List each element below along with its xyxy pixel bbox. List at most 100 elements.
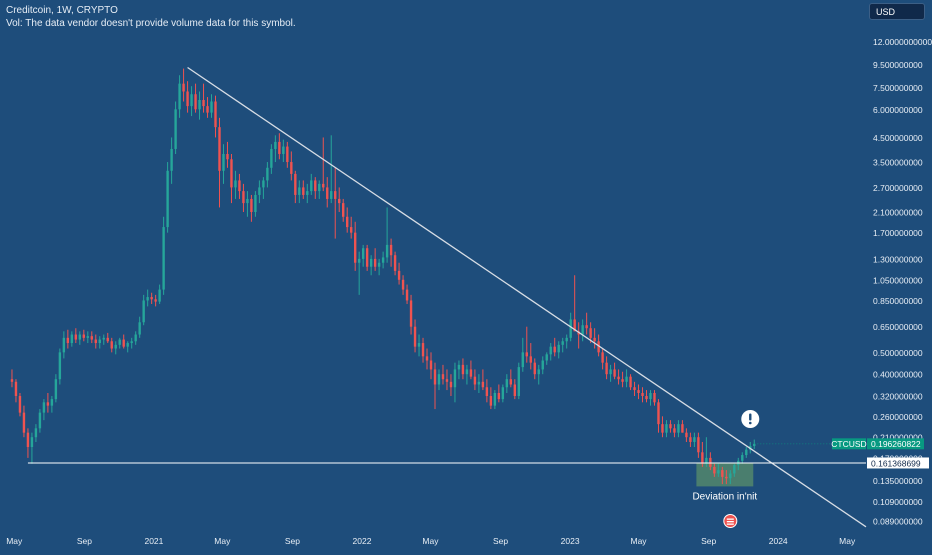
candle-body [709, 457, 712, 467]
candle-body [713, 466, 716, 474]
candle-body [493, 393, 497, 406]
candle-body [697, 437, 700, 453]
price-tick-label: 3.500000000 [873, 158, 923, 168]
drawing-lines-layer[interactable] [27, 66, 867, 528]
candle-body [533, 362, 536, 375]
candle-body [445, 379, 449, 382]
event-flag-stripe [726, 521, 734, 523]
time-tick-label: Sep [285, 536, 300, 546]
candle-body [537, 369, 540, 375]
candle-body [509, 379, 513, 385]
time-tick-label: May [630, 536, 647, 546]
candle-body [453, 369, 457, 388]
candle-body [753, 443, 756, 446]
time-tick-label: May [214, 536, 231, 546]
candle-body [106, 337, 109, 342]
candle-body [521, 352, 524, 368]
last-price-badge [867, 438, 924, 450]
candle-body [649, 393, 652, 400]
price-tick-label: 0.500000000 [873, 348, 923, 358]
candle-body [689, 437, 692, 442]
candle-body [641, 393, 644, 397]
price-tick-label: 0.109000000 [873, 497, 923, 507]
markers-layer[interactable] [723, 410, 760, 528]
candle-body [489, 396, 493, 406]
candle-body [569, 319, 572, 338]
price-tick-label: 9.500000000 [873, 60, 923, 70]
candle-body [369, 258, 373, 267]
candle-body [126, 343, 129, 347]
candle-body [605, 362, 608, 375]
price-tick-label: 0.210000000 [873, 433, 923, 443]
candle-body [673, 428, 676, 433]
candle-body [573, 319, 576, 332]
candle-body [258, 187, 261, 195]
candle-body [194, 94, 197, 110]
time-axis[interactable]: May Sep 2021 May Sep 2022 May Sep 2023 May Sep 2024… [6, 536, 856, 546]
currency-button[interactable]: USD [869, 3, 925, 20]
time-tick-label: 2021 [144, 536, 163, 546]
candle-body [174, 109, 177, 149]
candle-body [138, 322, 141, 335]
candle-body [186, 91, 189, 107]
candle-body [497, 393, 501, 400]
candle-body [114, 344, 117, 349]
candle-body [441, 374, 445, 380]
candle-body [102, 337, 105, 340]
candle-body [725, 476, 728, 479]
candle-body [529, 356, 532, 363]
candle-body [345, 216, 349, 228]
candle-body [158, 289, 161, 302]
price-tick-label: 1.300000000 [873, 254, 923, 264]
candle-body [342, 203, 345, 217]
candle-body [685, 432, 688, 438]
time-tick-label: May [6, 536, 23, 546]
candle-body [377, 262, 381, 267]
candle-body [669, 424, 672, 429]
candle-body [246, 198, 249, 204]
candle-body [166, 170, 169, 228]
price-tick-label: 6.000000000 [873, 105, 923, 115]
candle-body [142, 300, 145, 323]
descending-trendline[interactable] [187, 66, 867, 528]
candle-body [561, 341, 564, 345]
price-tick-label: 7.500000000 [873, 83, 923, 93]
candle-body [421, 343, 425, 357]
support-price-badge [867, 457, 929, 469]
price-tick-label: 0.650000000 [873, 322, 923, 332]
candle-body [541, 360, 544, 370]
candle-body [401, 279, 405, 290]
candle-body [206, 106, 209, 113]
candle-body [389, 244, 393, 256]
candle-body [733, 465, 736, 474]
candle-body [393, 255, 397, 271]
candle-body [465, 369, 469, 375]
candle-body [597, 341, 600, 353]
candle-body [565, 337, 568, 342]
candle-body [130, 341, 133, 344]
candle-body [30, 437, 34, 447]
candle-body [70, 334, 74, 344]
candle-body [721, 470, 724, 477]
candle-body [86, 336, 89, 338]
candle-body [210, 101, 213, 113]
candle-body [322, 183, 325, 188]
candle-body [218, 127, 221, 171]
price-tick-label: 1.700000000 [873, 228, 923, 238]
price-badges-layer: CTCUSD 0.196260822 0.161368699 [831, 438, 929, 469]
time-tick-label: 2023 [561, 536, 580, 546]
candle-body [385, 244, 389, 258]
candle-body [657, 402, 660, 425]
price-axis[interactable]: 12.0000000000 9.500000000 7.500000000 6.000… [873, 37, 932, 527]
candle-body [234, 180, 237, 188]
candle-body [38, 412, 42, 429]
candle-body [437, 374, 441, 385]
candle-body [198, 99, 201, 110]
candle-body [314, 180, 317, 192]
price-tick-label: 0.260000000 [873, 412, 923, 422]
candle-body [262, 180, 265, 188]
candle-body [18, 396, 22, 413]
candle-body [42, 402, 46, 413]
